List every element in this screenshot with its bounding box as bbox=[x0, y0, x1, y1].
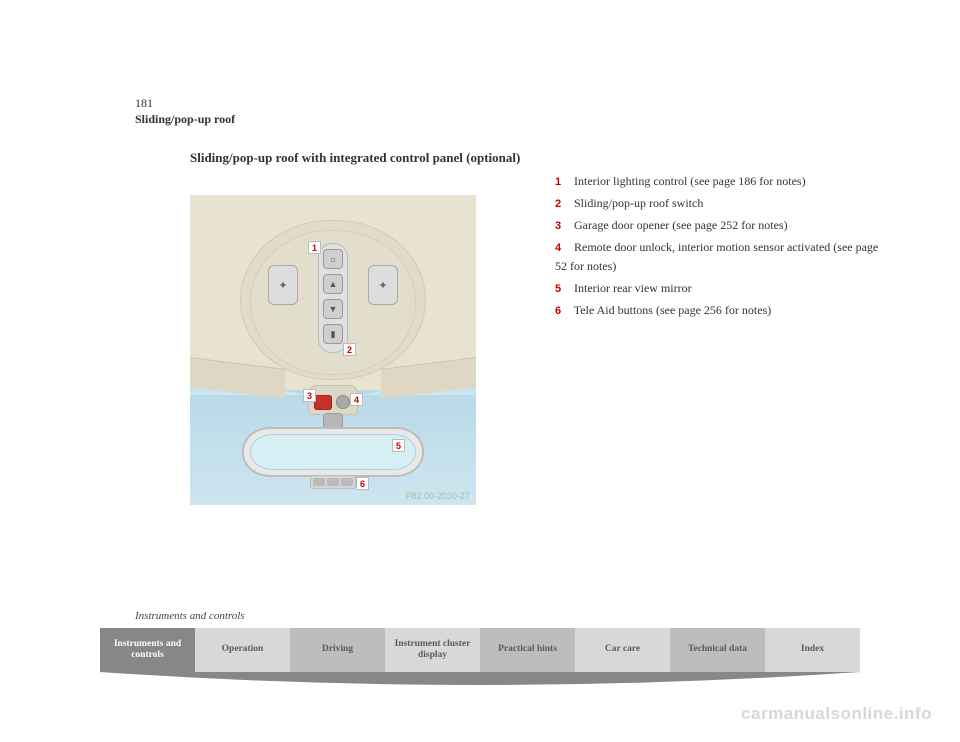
nav-tab-cluster[interactable]: Instrument cluster display bbox=[385, 628, 480, 672]
legend-text: Garage door opener (see page 252 for not… bbox=[574, 218, 788, 232]
interior-light-button: ☼ bbox=[323, 249, 343, 269]
callout-1: 1 bbox=[308, 241, 321, 254]
nav-tab-driving[interactable]: Driving bbox=[290, 628, 385, 672]
legend-num: 4 bbox=[555, 240, 571, 257]
nav-tab-carcare[interactable]: Car care bbox=[575, 628, 670, 672]
nav-tab-instruments[interactable]: Instruments and controls bbox=[100, 628, 195, 672]
nav-tab-operation[interactable]: Operation bbox=[195, 628, 290, 672]
legend-text: Tele Aid buttons (see page 256 for notes… bbox=[574, 303, 771, 317]
section-title: Sliding/pop-up roof with integrated cont… bbox=[190, 150, 520, 166]
nav-tab-index[interactable]: Index bbox=[765, 628, 860, 672]
legend-num: 2 bbox=[555, 196, 571, 213]
reading-light-left: ✦ bbox=[268, 265, 298, 305]
center-button-column: ☼ ▲ ▼ ▮ bbox=[318, 243, 348, 353]
roof-slide-button: ▼ bbox=[323, 299, 343, 319]
tele-aid-buttons bbox=[310, 475, 356, 489]
legend-num: 1 bbox=[555, 174, 571, 191]
footer-arc bbox=[100, 672, 860, 686]
reading-light-icon: ✦ bbox=[378, 279, 387, 292]
callout-6: 6 bbox=[356, 477, 369, 490]
diagram-code: P82.00-2030-27 bbox=[405, 491, 470, 501]
legend-item: 1 Interior lighting control (see page 18… bbox=[555, 172, 885, 191]
callout-4: 4 bbox=[350, 393, 363, 406]
legend-list: 1 Interior lighting control (see page 18… bbox=[555, 172, 885, 323]
legend-item: 6 Tele Aid buttons (see page 256 for not… bbox=[555, 301, 885, 320]
legend-text: Remote door unlock, interior motion sens… bbox=[555, 240, 878, 273]
legend-num: 3 bbox=[555, 218, 571, 235]
remote-unlock-sensor-button bbox=[336, 395, 350, 409]
roof-tilt-button: ▲ bbox=[323, 274, 343, 294]
reading-light-icon: ✦ bbox=[278, 279, 287, 292]
legend-item: 3 Garage door opener (see page 252 for n… bbox=[555, 216, 885, 235]
nav-tab-hints[interactable]: Practical hints bbox=[480, 628, 575, 672]
page-header-title: Sliding/pop-up roof bbox=[135, 112, 235, 127]
garage-door-opener-button bbox=[314, 395, 332, 410]
overhead-console-diagram: ✦ ✦ ☼ ▲ ▼ ▮ 1 2 3 4 5 6 P82.00-2030-27 bbox=[190, 195, 476, 505]
callout-5: 5 bbox=[392, 439, 405, 452]
legend-item: 2 Sliding/pop-up roof switch bbox=[555, 194, 885, 213]
legend-text: Sliding/pop-up roof switch bbox=[574, 196, 703, 210]
callout-2: 2 bbox=[343, 343, 356, 356]
manual-page: 181 Sliding/pop-up roof Sliding/pop-up r… bbox=[0, 0, 960, 742]
legend-text: Interior lighting control (see page 186 … bbox=[574, 174, 806, 188]
page-footer-caption: Instruments and controls bbox=[135, 610, 245, 622]
watermark: carmanualsonline.info bbox=[741, 704, 932, 724]
reading-light-right: ✦ bbox=[368, 265, 398, 305]
callout-3: 3 bbox=[303, 389, 316, 402]
legend-item: 4 Remote door unlock, interior motion se… bbox=[555, 238, 885, 276]
roof-switch: ▮ bbox=[323, 324, 343, 344]
legend-text: Interior rear view mirror bbox=[574, 281, 692, 295]
legend-num: 5 bbox=[555, 281, 571, 298]
legend-num: 6 bbox=[555, 303, 571, 320]
page-number: 181 bbox=[135, 96, 153, 111]
footer-nav: Instruments and controls Operation Drivi… bbox=[100, 628, 860, 672]
legend-item: 5 Interior rear view mirror bbox=[555, 279, 885, 298]
nav-tab-techdata[interactable]: Technical data bbox=[670, 628, 765, 672]
